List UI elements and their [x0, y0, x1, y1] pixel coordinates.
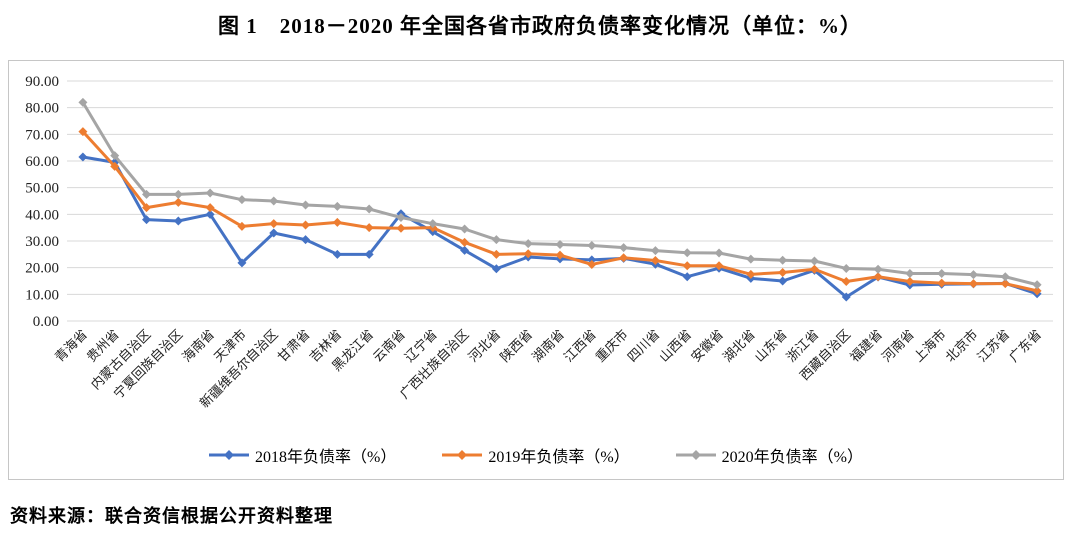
- svg-text:0.00: 0.00: [33, 314, 59, 330]
- svg-text:30.00: 30.00: [25, 234, 59, 250]
- svg-text:80.00: 80.00: [25, 101, 59, 117]
- x-axis: 青海省贵州省内蒙古自治区宁夏回族自治区海南省天津市新疆维吾尔自治区甘肃省吉林省黑…: [52, 327, 1044, 411]
- legend-label: 2019年负债率（%）: [488, 449, 630, 466]
- svg-text:甘肃省: 甘肃省: [274, 327, 312, 365]
- svg-text:安徽省: 安徽省: [688, 327, 726, 365]
- svg-text:海南省: 海南省: [179, 327, 217, 365]
- legend-marker-icon: [675, 450, 716, 460]
- svg-text:70.00: 70.00: [25, 127, 59, 143]
- svg-text:重庆市: 重庆市: [593, 327, 631, 365]
- svg-text:40.00: 40.00: [25, 207, 59, 223]
- legend-label: 2020年负债率（%）: [721, 449, 864, 466]
- figure-title: 图 1 2018－2020 年全国各省市政府负债率变化情况（单位：%）: [218, 14, 862, 38]
- y-axis: 0.00 10.00 20.00 30.00 40.00 50.00 60.00 70.00 8…: [25, 74, 1053, 330]
- debt-ratio-chart: 0.00 10.00 20.00 30.00 40.00 50.00 60.00 70.00 8…: [8, 60, 1064, 480]
- legend-marker-icon: [208, 450, 249, 460]
- svg-text:江西省: 江西省: [561, 327, 599, 365]
- svg-text:福建省: 福建省: [847, 327, 885, 365]
- svg-text:上海市: 上海市: [911, 327, 949, 365]
- series-2019-line: [78, 127, 1042, 296]
- svg-text:湖北省: 湖北省: [720, 327, 758, 365]
- legend: 2018年负债率（%） 2019年负债率（%） 2020年负债率（%）: [9, 443, 1063, 467]
- svg-text:山东省: 山东省: [752, 327, 790, 365]
- svg-text:20.00: 20.00: [25, 261, 59, 277]
- chart-plot: 0.00 10.00 20.00 30.00 40.00 50.00 60.00 70.00 8…: [25, 74, 1053, 411]
- legend-marker-icon: [442, 450, 483, 460]
- svg-text:广东省: 广东省: [1006, 327, 1044, 365]
- legend-item-2018: 2018年负债率（%）: [208, 443, 397, 467]
- svg-text:50.00: 50.00: [25, 181, 59, 197]
- series-2020-line: [78, 97, 1042, 290]
- svg-text:河南省: 河南省: [879, 327, 917, 365]
- svg-text:河北省: 河北省: [465, 327, 503, 365]
- svg-text:陕西省: 陕西省: [497, 327, 535, 365]
- svg-text:山西省: 山西省: [656, 327, 694, 365]
- svg-text:江苏省: 江苏省: [974, 327, 1012, 365]
- svg-text:青海省: 青海省: [52, 327, 90, 365]
- legend-item-2019: 2019年负债率（%）: [442, 443, 630, 467]
- svg-text:云南省: 云南省: [370, 327, 408, 365]
- svg-text:北京市: 北京市: [942, 327, 980, 365]
- legend-label: 2018年负债率（%）: [254, 449, 397, 466]
- svg-text:90.00: 90.00: [25, 74, 59, 90]
- svg-text:湖南省: 湖南省: [529, 327, 567, 365]
- svg-text:60.00: 60.00: [25, 154, 59, 170]
- svg-text:四川省: 四川省: [624, 327, 662, 365]
- source-note: 资料来源：联合资信根据公开资料整理: [10, 506, 333, 526]
- svg-text:10.00: 10.00: [25, 287, 59, 303]
- legend-item-2020: 2020年负债率（%）: [675, 443, 864, 467]
